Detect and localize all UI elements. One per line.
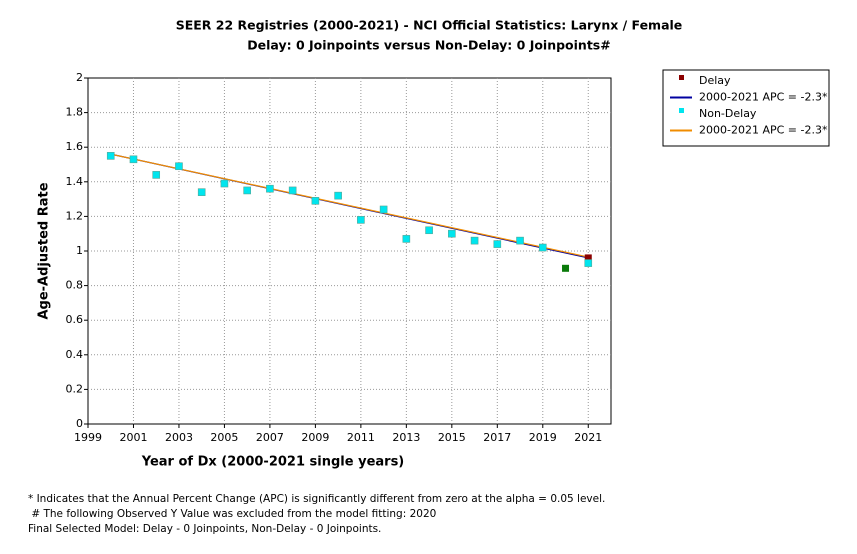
x-tick-label: 2011 (347, 431, 375, 444)
x-tick-label: 2007 (256, 431, 284, 444)
data-point (175, 162, 183, 171)
footnote: Final Selected Model: Delay - 0 Joinpoin… (28, 523, 381, 535)
legend-marker (679, 108, 684, 113)
data-point (106, 152, 115, 160)
data-point (357, 216, 365, 224)
data-point (425, 226, 433, 235)
legend-label: 2000-2021 APC = -2.3* (699, 91, 828, 104)
data-point (402, 235, 411, 243)
y-tick-label: 2 (76, 71, 83, 84)
data-point (584, 259, 593, 267)
x-axis-label: Year of Dx (2000-2021 single years) (141, 455, 405, 470)
x-tick-label: 2013 (392, 431, 420, 444)
y-tick-label: 1 (76, 244, 83, 257)
data-point (584, 254, 592, 262)
y-tick-label: 0.4 (66, 348, 84, 361)
y-tick-label: 1.6 (66, 140, 84, 153)
data-point (197, 188, 206, 196)
x-tick-label: 2009 (301, 431, 329, 444)
data-point (266, 184, 274, 193)
data-point (493, 240, 502, 248)
x-tick-label: 2017 (483, 431, 511, 444)
y-tick-label: 0.8 (66, 279, 84, 292)
data-point (129, 155, 138, 164)
y-tick-label: 1.8 (66, 106, 84, 119)
data-point (220, 179, 229, 188)
data-point (516, 236, 524, 245)
data-point (448, 229, 456, 238)
data-point (334, 191, 342, 200)
data-point (152, 171, 161, 179)
x-tick-label: 2019 (529, 431, 557, 444)
legend-marker (679, 75, 684, 80)
data-point (379, 205, 388, 214)
footnote: * Indicates that the Annual Percent Chan… (28, 493, 605, 505)
footnote: # The following Observed Y Value was exc… (28, 508, 436, 520)
data-point (243, 186, 251, 195)
data-point (538, 243, 547, 252)
legend-label: 2000-2021 APC = -2.3* (699, 124, 828, 137)
data-point (470, 236, 479, 245)
x-tick-label: 1999 (74, 431, 102, 444)
legend-label: Non-Delay (699, 107, 757, 120)
legend-label: Delay (699, 74, 731, 87)
y-tick-label: 1.4 (66, 175, 84, 188)
y-tick-label: 0.6 (66, 313, 84, 326)
x-tick-label: 2021 (574, 431, 602, 444)
y-axis-label: Age-Adjusted Rate (37, 182, 52, 319)
x-tick-label: 2001 (119, 431, 147, 444)
excluded-point (562, 264, 570, 272)
data-point (311, 197, 320, 205)
chart-title: SEER 22 Registries (2000-2021) - NCI Off… (176, 18, 683, 33)
y-tick-label: 1.2 (66, 209, 84, 222)
y-tick-label: 0.2 (66, 382, 84, 395)
x-tick-label: 2003 (165, 431, 193, 444)
data-point (288, 186, 297, 195)
x-tick-label: 2015 (438, 431, 466, 444)
chart-subtitle: Delay: 0 Joinpoints versus Non-Delay: 0 … (247, 38, 610, 53)
legend-box (662, 69, 830, 147)
x-tick-label: 2005 (210, 431, 238, 444)
y-tick-label: 0 (76, 417, 83, 430)
fit-line (110, 153, 589, 258)
